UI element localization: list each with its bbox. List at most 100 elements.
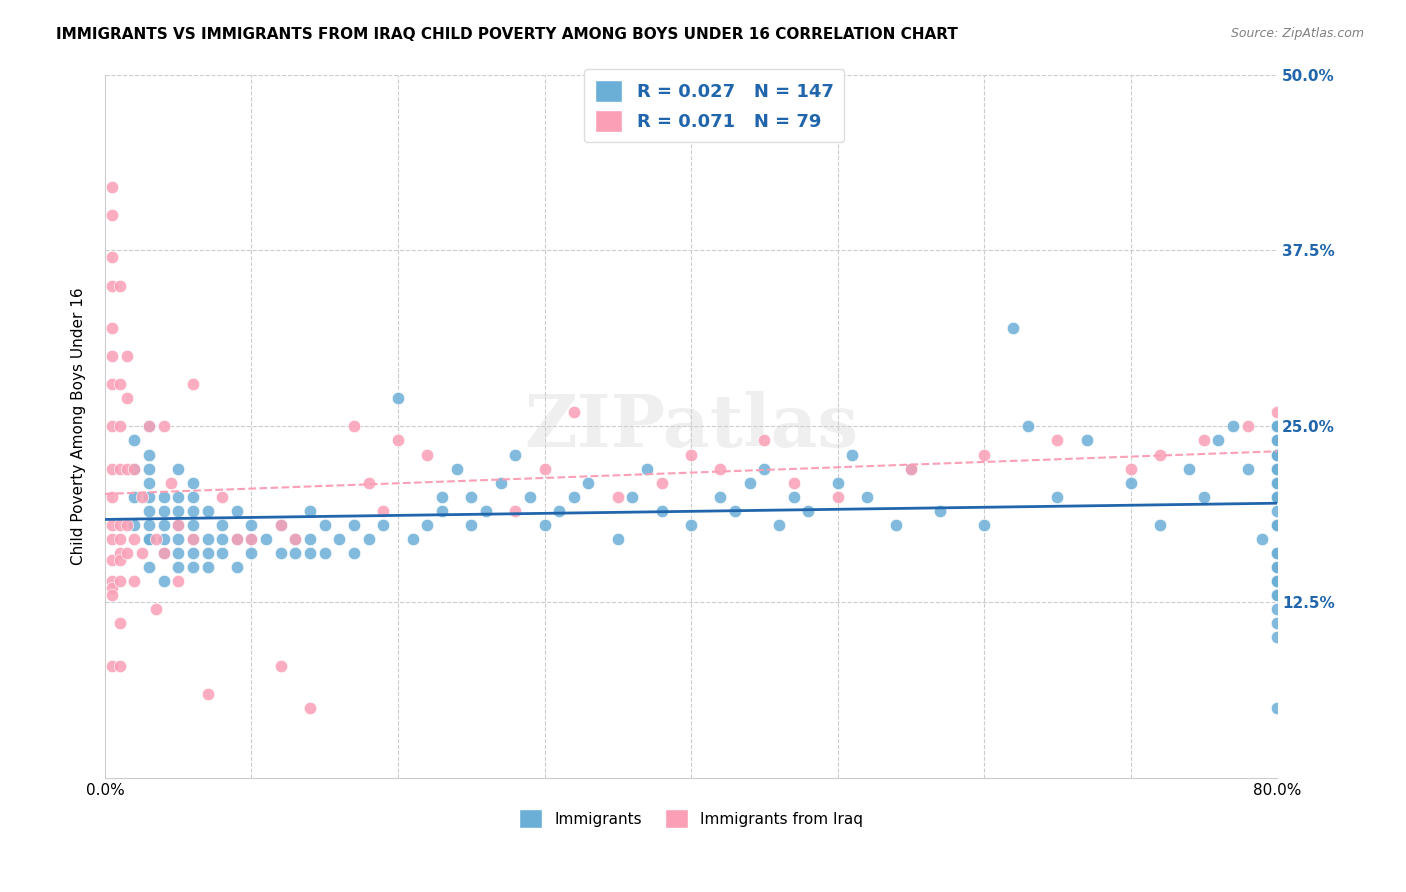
Point (973, 517, 995, 532)
Point (124, 574, 146, 589)
Point (562, 405, 585, 419)
Point (1265, 448, 1288, 462)
Point (115, 349, 138, 363)
Point (856, 490, 879, 504)
Point (138, 461, 160, 475)
Point (1265, 588, 1288, 602)
Point (1265, 461, 1288, 475)
Point (606, 532, 628, 546)
Point (108, 517, 131, 532)
Point (1265, 546, 1288, 560)
Point (115, 517, 138, 532)
Point (211, 517, 233, 532)
Point (138, 560, 160, 574)
Point (270, 658, 292, 673)
Point (108, 574, 131, 589)
Point (387, 434, 409, 448)
Point (1265, 405, 1288, 419)
Point (124, 517, 146, 532)
Point (533, 517, 555, 532)
Point (738, 475, 761, 490)
Point (240, 517, 263, 532)
Point (108, 532, 131, 546)
Point (197, 687, 219, 701)
Point (782, 475, 804, 490)
Point (167, 517, 190, 532)
Point (101, 588, 124, 602)
Text: IMMIGRANTS VS IMMIGRANTS FROM IRAQ CHILD POVERTY AMONG BOYS UNDER 16 CORRELATION: IMMIGRANTS VS IMMIGRANTS FROM IRAQ CHILD… (56, 27, 957, 42)
Point (1265, 461, 1288, 475)
Point (152, 546, 174, 560)
Point (679, 448, 702, 462)
Point (401, 532, 423, 546)
Point (1076, 434, 1098, 448)
Point (621, 490, 644, 504)
Point (1265, 419, 1288, 434)
Point (181, 517, 204, 532)
Point (503, 504, 526, 518)
Point (138, 490, 160, 504)
Point (1265, 588, 1288, 602)
Point (167, 504, 190, 518)
Point (1265, 517, 1288, 532)
Point (240, 532, 263, 546)
Point (636, 461, 658, 475)
Point (108, 658, 131, 673)
Point (929, 504, 952, 518)
Point (489, 475, 512, 490)
Legend: Immigrants, Immigrants from Iraq: Immigrants, Immigrants from Iraq (513, 803, 869, 834)
Point (754, 434, 776, 448)
Point (101, 461, 124, 475)
Point (475, 504, 498, 518)
Point (181, 377, 204, 392)
Point (115, 546, 138, 560)
Point (101, 377, 124, 392)
Point (145, 532, 167, 546)
Point (1251, 532, 1274, 546)
Point (181, 532, 204, 546)
Text: Source: ZipAtlas.com: Source: ZipAtlas.com (1230, 27, 1364, 40)
Point (1046, 434, 1069, 448)
Point (124, 490, 146, 504)
Point (167, 532, 190, 546)
Point (167, 560, 190, 574)
Point (357, 475, 380, 490)
Point (1192, 490, 1215, 504)
Point (1208, 434, 1230, 448)
Point (108, 278, 131, 293)
Point (225, 504, 247, 518)
Point (240, 532, 263, 546)
Point (197, 504, 219, 518)
Point (181, 532, 204, 546)
Point (108, 461, 131, 475)
Point (138, 517, 160, 532)
Point (101, 574, 124, 589)
Point (131, 490, 153, 504)
Point (101, 349, 124, 363)
Point (167, 490, 190, 504)
Point (343, 517, 366, 532)
Point (138, 448, 160, 462)
Point (101, 553, 124, 567)
Point (373, 504, 395, 518)
Point (460, 517, 482, 532)
Point (181, 504, 204, 518)
Point (131, 546, 153, 560)
Y-axis label: Child Poverty Among Boys Under 16: Child Poverty Among Boys Under 16 (72, 287, 86, 566)
Point (145, 602, 167, 616)
Point (387, 391, 409, 405)
Point (240, 546, 263, 560)
Point (343, 546, 366, 560)
Point (167, 461, 190, 475)
Point (160, 475, 183, 490)
Point (270, 517, 292, 532)
Point (1265, 490, 1288, 504)
Point (1265, 448, 1288, 462)
Point (101, 658, 124, 673)
Point (167, 546, 190, 560)
Point (1192, 434, 1215, 448)
Point (152, 419, 174, 434)
Point (211, 532, 233, 546)
Point (108, 553, 131, 567)
Point (1265, 546, 1288, 560)
